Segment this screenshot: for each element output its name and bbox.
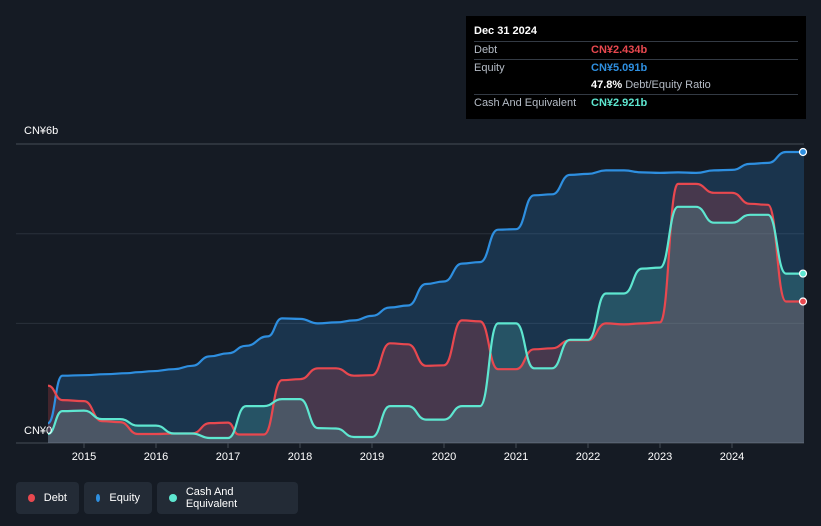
x-tick-label: 2016 (144, 451, 168, 463)
cash-legend-dot-icon (169, 494, 177, 502)
tooltip-row-equity: Equity CN¥5.091b (474, 59, 798, 77)
equity-end-point (798, 147, 808, 157)
tooltip-ratio-label: Debt/Equity Ratio (625, 79, 711, 91)
tooltip-label: Equity (474, 62, 505, 74)
legend-item-debt[interactable]: Debt (16, 482, 79, 514)
equity-line (46, 150, 804, 425)
data-tooltip: Dec 31 2024 Debt CN¥2.434b Equity CN¥5.0… (466, 16, 806, 119)
legend-label: Debt (43, 492, 67, 504)
tooltip-date: Dec 31 2024 (474, 25, 537, 37)
tooltip-row-cash: Cash And Equivalent CN¥2.921b (474, 94, 798, 112)
tooltip-value: CN¥2.434b (591, 44, 648, 56)
x-tick-label: 2023 (648, 451, 672, 463)
legend-item-equity[interactable]: Equity (84, 482, 152, 514)
legend-label: Equity (109, 492, 140, 504)
series-areas (48, 152, 804, 443)
debt-legend-dot-icon (28, 494, 35, 502)
debt-area (48, 183, 804, 443)
grid-lines (16, 143, 804, 444)
tooltip-value: 47.8% (591, 79, 623, 91)
legend-item-cash[interactable]: Cash And Equivalent (157, 482, 298, 514)
x-tick-label: 2020 (432, 451, 456, 463)
cash-and-equivalent-end-point (798, 269, 808, 278)
x-tick-label: 2019 (360, 451, 384, 463)
x-tick-label: 2018 (288, 451, 312, 463)
tooltip-row-ratio: 47.8% Debt/Equity Ratio (474, 77, 798, 94)
tooltip-value: CN¥2.921b (591, 97, 648, 109)
cash-and-equivalent-area (48, 206, 804, 443)
equity-area (48, 152, 804, 443)
x-tick-label: 2024 (720, 451, 744, 463)
x-tick-label: 2021 (504, 451, 528, 463)
x-axis-ticks: 2015 2016 2017 2018 2019 2020 2021 2022 2023 2024 (72, 443, 744, 463)
cash-and-equivalent-line (47, 205, 805, 440)
x-tick-label: 2015 (72, 451, 96, 463)
tooltip-value: CN¥5.091b (591, 62, 648, 74)
y-axis-top-label: CN¥6b (24, 125, 59, 137)
x-tick-label: 2017 (216, 451, 240, 463)
tooltip-label: Debt (474, 44, 498, 56)
y-axis-bottom-label: CN¥0 (24, 425, 53, 437)
equity-legend-dot-icon (96, 494, 101, 502)
series-lines (46, 150, 805, 440)
series-end-markers (798, 147, 808, 306)
tooltip-row-debt: Debt CN¥2.434b (474, 41, 798, 59)
x-tick-label: 2022 (576, 451, 600, 463)
tooltip-label: Cash And Equivalent (474, 97, 577, 109)
legend-label: Cash And Equivalent (185, 486, 238, 510)
debt-end-point (798, 297, 808, 306)
tooltip-label (474, 77, 591, 94)
